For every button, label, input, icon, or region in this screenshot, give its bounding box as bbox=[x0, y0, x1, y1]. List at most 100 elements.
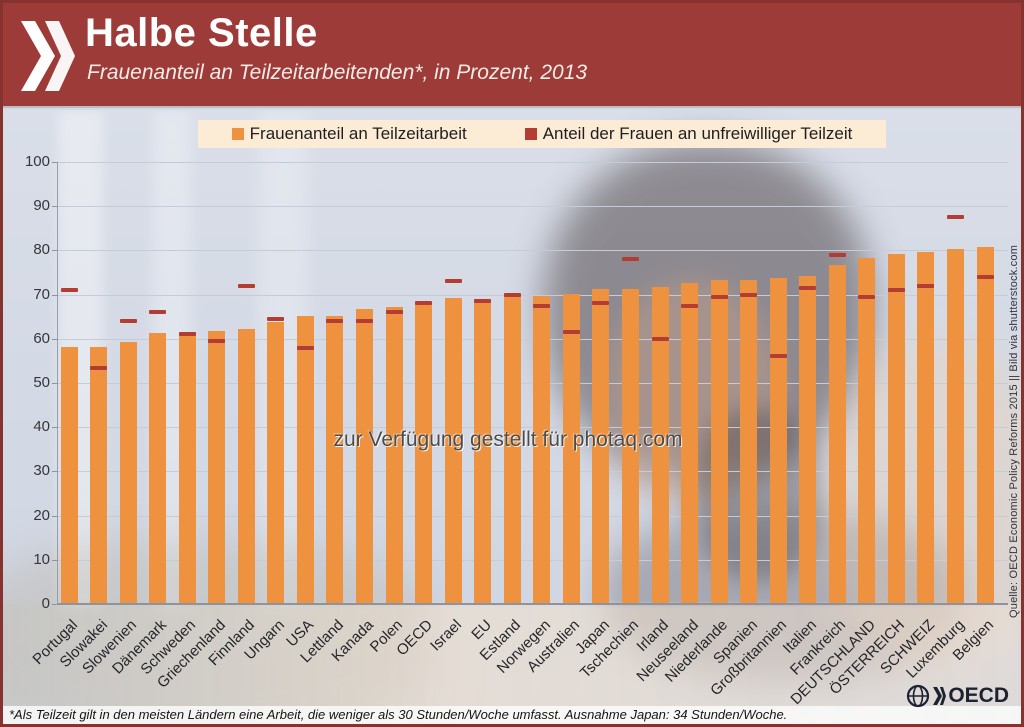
bar-frankreich bbox=[828, 264, 846, 603]
gridline bbox=[58, 383, 1008, 384]
y-axis-label: 60 bbox=[33, 329, 50, 347]
y-axis-tick bbox=[52, 471, 58, 473]
globe-icon bbox=[907, 684, 930, 708]
y-axis-tick bbox=[52, 250, 58, 252]
y-axis-tick bbox=[52, 338, 58, 340]
y-axis-tick bbox=[52, 206, 58, 208]
y-axis-tick bbox=[52, 383, 58, 384]
bar-österreich bbox=[887, 253, 905, 603]
watermark-text: zur Verfügung gestellt für photaq.com bbox=[333, 428, 683, 451]
oecd-chevron-logo bbox=[21, 21, 75, 91]
page-subtitle: Frauenanteil an Teilzeitarbeitenden*, in… bbox=[87, 61, 588, 84]
involuntary-marker-neuseeland bbox=[681, 303, 699, 308]
involuntary-marker-niederlande bbox=[710, 294, 728, 299]
y-axis-tick bbox=[52, 604, 58, 605]
y-axis-label: 90 bbox=[33, 197, 50, 215]
oecd-footer-logo: OECD bbox=[906, 684, 1009, 708]
involuntary-marker-schweiz bbox=[917, 283, 935, 288]
involuntary-marker-griechenland bbox=[208, 339, 226, 343]
y-axis-label: 30 bbox=[33, 462, 50, 480]
involuntary-marker-frankreich bbox=[828, 252, 846, 257]
bar-oecd bbox=[415, 302, 433, 603]
legend: Frauenanteil an Teilzeitarbeit Anteil de… bbox=[198, 120, 886, 148]
gridline bbox=[58, 338, 1008, 340]
involuntary-marker-finnland bbox=[237, 283, 255, 288]
involuntary-marker-großbritannien bbox=[769, 354, 787, 359]
involuntary-marker-dänemark bbox=[149, 310, 167, 315]
bar-schweiz bbox=[917, 251, 935, 603]
bar-slowakei bbox=[90, 346, 108, 603]
bar-israel bbox=[444, 298, 462, 603]
involuntary-marker-belgien bbox=[976, 274, 994, 279]
involuntary-marker-estland bbox=[503, 292, 521, 297]
y-axis-label: 40 bbox=[33, 418, 50, 436]
bar-kanada bbox=[356, 309, 373, 603]
involuntary-marker-tschechien bbox=[621, 257, 639, 262]
y-axis-label: 0 bbox=[41, 595, 50, 612]
y-axis-tick bbox=[52, 515, 58, 517]
bar-slowenien bbox=[119, 342, 137, 603]
bar-usa bbox=[296, 315, 314, 603]
legend-item-parttime: Frauenanteil an Teilzeitarbeit bbox=[231, 124, 467, 144]
oecd-logo-text: OECD bbox=[948, 684, 1009, 707]
involuntary-marker-slowenien bbox=[119, 319, 137, 324]
involuntary-marker-luxemburg bbox=[947, 215, 964, 220]
legend-label: Frauenanteil an Teilzeitarbeit bbox=[249, 124, 467, 143]
bar-schweden bbox=[178, 333, 196, 603]
page-title: Halbe Stelle bbox=[85, 11, 318, 55]
involuntary-marker-spanien bbox=[740, 292, 758, 297]
y-axis-label: 80 bbox=[33, 241, 50, 259]
bar-estland bbox=[503, 295, 521, 603]
involuntary-marker-australien bbox=[562, 330, 580, 335]
gridline bbox=[58, 515, 1008, 517]
involuntary-marker-ungarn bbox=[267, 316, 285, 321]
gridline bbox=[58, 471, 1008, 473]
bar-italien bbox=[799, 275, 817, 603]
involuntary-marker-norwegen bbox=[533, 303, 551, 308]
y-axis-tick bbox=[52, 294, 58, 296]
involuntary-marker-usa bbox=[296, 345, 314, 350]
legend-swatch-red bbox=[524, 128, 537, 140]
gridline bbox=[58, 250, 1008, 252]
involuntary-marker-polen bbox=[385, 310, 403, 315]
gridline bbox=[58, 559, 1008, 561]
bar-dänemark bbox=[149, 333, 167, 603]
bar-luxemburg bbox=[947, 249, 964, 603]
x-axis-line bbox=[58, 603, 1008, 605]
involuntary-marker-österreich bbox=[887, 288, 905, 293]
plot-area: 0 10 20 30 40 50 60 70 80 90 100 Portugal Slowakei Sl… bbox=[25, 153, 1008, 708]
y-axis-label: 50 bbox=[33, 374, 50, 391]
header: Halbe Stelle Frauenanteil an Teilzeitarb… bbox=[3, 3, 1021, 108]
bar-ungarn bbox=[267, 322, 285, 603]
gridline bbox=[58, 294, 1008, 296]
footnote: *Als Teilzeit gilt in den meisten Länder… bbox=[3, 706, 1021, 724]
legend-item-involuntary: Anteil der Frauen an unfreiwilliger Teil… bbox=[524, 124, 853, 144]
bar-belgien bbox=[976, 247, 994, 603]
y-axis-label: 70 bbox=[33, 285, 50, 303]
involuntary-marker-schweden bbox=[178, 332, 196, 337]
gridline bbox=[58, 206, 1008, 208]
involuntary-marker-irland bbox=[651, 336, 669, 341]
y-axis-label: 10 bbox=[33, 550, 50, 568]
involuntary-marker-oecd bbox=[415, 301, 433, 306]
y-axis-label: 100 bbox=[24, 153, 50, 170]
source-credit: Quelle: OECD Economic Policy Reforms 201… bbox=[1008, 244, 1020, 618]
legend-label: Anteil der Frauen an unfreiwilliger Teil… bbox=[542, 124, 853, 143]
gridline bbox=[58, 162, 1008, 163]
involuntary-marker-deutschland bbox=[858, 294, 876, 299]
involuntary-marker-kanada bbox=[356, 319, 373, 324]
involuntary-marker-israel bbox=[444, 279, 462, 284]
involuntary-marker-japan bbox=[592, 301, 610, 306]
legend-swatch-orange bbox=[231, 128, 244, 140]
bar-deutschland bbox=[858, 258, 876, 603]
y-axis-tick bbox=[52, 427, 58, 429]
bar-finnland bbox=[237, 328, 255, 603]
y-axis-tick bbox=[52, 162, 58, 163]
y-axis-tick bbox=[52, 559, 58, 561]
involuntary-marker-portugal bbox=[60, 288, 78, 293]
bar-großbritannien bbox=[769, 278, 787, 603]
bar-lettland bbox=[326, 315, 344, 603]
chevron-icon bbox=[933, 687, 947, 705]
bar-polen bbox=[385, 306, 403, 603]
